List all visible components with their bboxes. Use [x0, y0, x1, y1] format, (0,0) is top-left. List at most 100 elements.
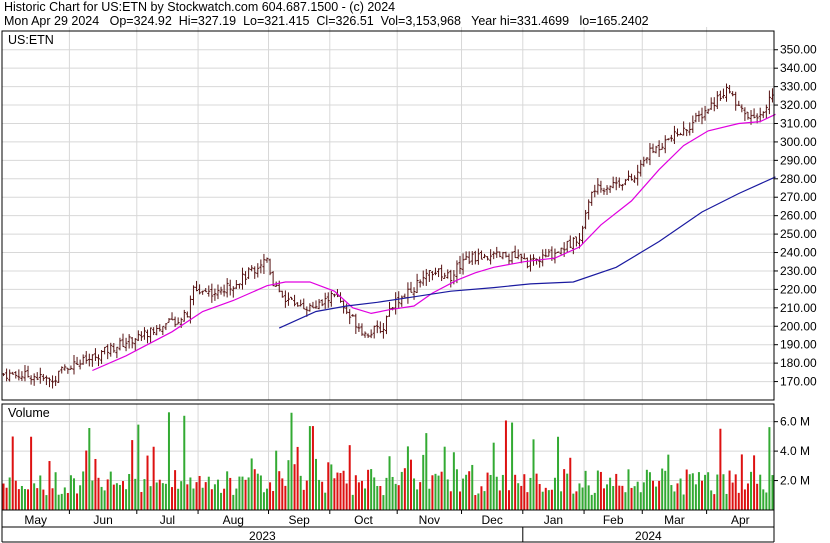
symbol-label: US:ETN [8, 33, 54, 47]
volume-bar [771, 475, 774, 510]
price-tick-label: 210.00 [780, 301, 817, 315]
volume-bar [440, 471, 443, 510]
volume-bar [57, 494, 60, 510]
volume-bar [348, 445, 351, 510]
volume-bar [333, 478, 336, 510]
price-tick-label: 330.00 [780, 80, 817, 94]
volume-bar [293, 464, 296, 510]
volume-bar [79, 485, 82, 510]
axis-labels: 170.00 180.00 190.00 200.00 210.00 220.00 230.… [8, 33, 817, 543]
volume-bar [602, 488, 605, 510]
volume-bar [725, 493, 728, 510]
volume-bar [642, 482, 645, 510]
volume-bar [115, 483, 118, 510]
volume-bar [186, 484, 189, 510]
volume-bar [728, 470, 731, 510]
volume-bar [609, 477, 612, 510]
volume-bar [633, 486, 636, 510]
volume-bar [201, 487, 204, 510]
volume-bar [253, 469, 256, 510]
volume-bar [394, 483, 397, 510]
volume-bar [557, 436, 560, 510]
volume-bar [563, 469, 566, 510]
volume-bar [137, 424, 140, 510]
volume-bar [327, 462, 330, 510]
volume-bar [192, 488, 195, 510]
month-label: Oct [354, 513, 373, 527]
volume-bar [250, 458, 253, 510]
volume-bar [109, 471, 112, 510]
volume-bar [713, 494, 716, 510]
month-label: Nov [419, 513, 440, 527]
volume-bar [373, 477, 376, 510]
volume-bar [550, 489, 553, 510]
volume-bar [51, 488, 54, 510]
volume-bar [765, 492, 768, 510]
volume-bar [143, 479, 146, 510]
volume-bar [431, 475, 434, 510]
volume-bar [756, 483, 759, 510]
volume-bar [452, 452, 455, 510]
volume-bar [82, 471, 85, 510]
volume-bar [278, 471, 281, 510]
volume-bar [526, 492, 529, 510]
volume-bar [69, 475, 72, 510]
month-label: Mar [664, 513, 685, 527]
volume-bar [400, 471, 403, 510]
volume-bar [498, 490, 501, 510]
volume-bar [167, 412, 170, 510]
volume-bar [155, 482, 158, 510]
year-label: 2024 [635, 529, 662, 543]
volume-bar [94, 458, 97, 510]
volume-bar [180, 481, 183, 510]
volume-label: Volume [8, 406, 50, 420]
volume-bar [45, 495, 48, 510]
volume-bar [676, 483, 679, 510]
volume-bar [128, 474, 131, 510]
volume-bar [514, 474, 517, 510]
volume-bar [468, 471, 471, 510]
volume-bar [691, 473, 694, 510]
volume-bar [624, 492, 627, 510]
month-label: Jul [160, 513, 175, 527]
volume-tick-label: 4.0 M [780, 444, 810, 458]
volume-bar [296, 446, 299, 510]
volume-bar [419, 482, 422, 510]
volume-bar [645, 469, 648, 510]
volume-bar [195, 482, 198, 510]
volume-bar [164, 483, 167, 510]
volume-bar [376, 486, 379, 510]
volume-bar [269, 482, 272, 510]
volume-bar [161, 483, 164, 510]
volume-bar [220, 492, 223, 510]
volume-bar [406, 446, 409, 510]
month-label: Apr [731, 513, 750, 527]
volume-bar [477, 493, 480, 510]
price-tick-label: 250.00 [780, 227, 817, 241]
volume-bar [63, 487, 66, 510]
volume-bar [422, 454, 425, 510]
volume-bar [437, 475, 440, 510]
volume-bar [465, 474, 468, 510]
volume-bar [305, 480, 308, 510]
volume-bar [566, 473, 569, 510]
volume-bar [523, 474, 526, 510]
volume-bar [354, 475, 357, 510]
volume-bar [72, 478, 75, 510]
volume-bar [670, 485, 673, 510]
volume-bar [336, 472, 339, 510]
volume-bar [495, 476, 498, 510]
price-tick-label: 350.00 [780, 43, 817, 57]
volume-bar [360, 480, 363, 510]
price-tick-label: 170.00 [780, 375, 817, 389]
volume-bar [54, 472, 57, 510]
chart-frame [1, 30, 778, 543]
volume-bar [91, 480, 94, 510]
volume-bar [122, 481, 125, 510]
volume-bar [256, 473, 259, 510]
price-tick-label: 180.00 [780, 356, 817, 370]
volume-bar [443, 446, 446, 510]
volume-bar [213, 484, 216, 510]
price-tick-label: 260.00 [780, 209, 817, 223]
volume-panel-border [1, 403, 775, 511]
